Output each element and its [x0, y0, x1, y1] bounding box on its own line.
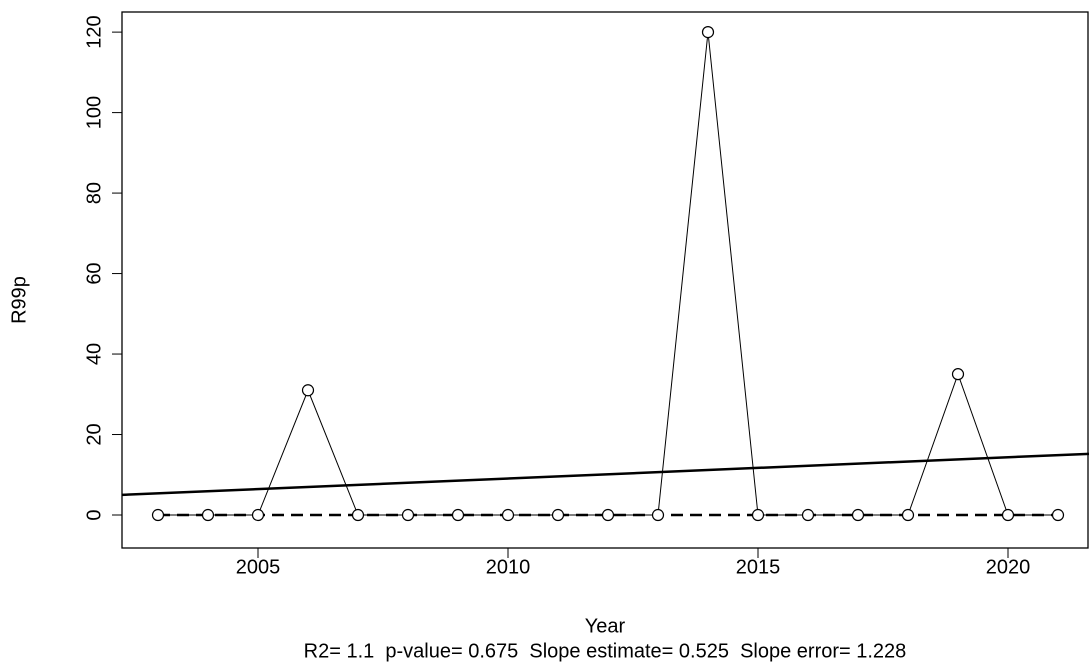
data-point: [501, 508, 515, 522]
data-point: [901, 508, 915, 522]
data-point: [301, 384, 315, 397]
y-tick-label: 80: [83, 182, 105, 204]
data-point: [1051, 508, 1065, 522]
plot-frame: [121, 11, 1089, 549]
data-point: [701, 26, 715, 39]
data-point: [651, 508, 665, 522]
y-tick-label: 40: [83, 343, 105, 365]
data-point: [751, 508, 765, 522]
data-point: [951, 368, 965, 381]
x-tick-label: 2010: [486, 556, 531, 578]
data-point: [151, 508, 165, 522]
data-point: [551, 508, 565, 522]
x-tick-label: 2015: [736, 556, 781, 578]
data-point: [401, 508, 415, 522]
y-tick-label: 60: [83, 262, 105, 284]
data-line: [158, 32, 1058, 516]
data-point: [251, 508, 265, 522]
stats-annotation: R2= 1.1 p-value= 0.675 Slope estimate= 0…: [304, 640, 907, 662]
data-point: [351, 508, 365, 522]
x-tick-label: 2020: [986, 556, 1031, 578]
x-axis-label: Year: [585, 615, 626, 637]
y-tick-label: 0: [83, 509, 105, 520]
data-point: [801, 508, 815, 522]
y-axis-label: R99p: [8, 276, 30, 324]
trend-line: [121, 452, 1089, 497]
x-tick-label: 2005: [236, 556, 281, 578]
data-point: [601, 508, 615, 522]
data-point: [201, 508, 215, 522]
y-tick-label: 120: [83, 15, 105, 48]
y-tick-label: 100: [83, 96, 105, 129]
y-tick-label: 20: [83, 423, 105, 445]
data-point: [1001, 508, 1015, 522]
data-point: [851, 508, 865, 522]
data-point: [451, 508, 465, 522]
